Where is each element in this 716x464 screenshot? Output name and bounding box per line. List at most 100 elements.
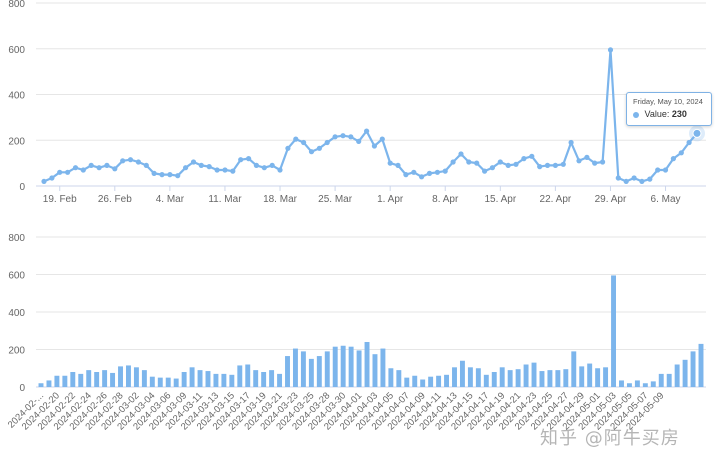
bar (46, 380, 52, 387)
bar (364, 342, 370, 387)
data-point (371, 143, 377, 149)
bar (491, 372, 497, 387)
data-point (544, 162, 551, 168)
bar (611, 275, 616, 387)
data-point (269, 162, 275, 168)
data-point (474, 160, 480, 166)
y-tick-label: 0 (19, 383, 25, 394)
data-point (80, 167, 86, 173)
bar (587, 363, 593, 387)
bar (658, 373, 664, 388)
bar (412, 375, 418, 387)
bar (682, 359, 688, 387)
bar (205, 371, 211, 387)
bar (634, 380, 640, 387)
bar (690, 351, 696, 388)
data-point (135, 159, 141, 165)
bar (173, 378, 179, 387)
x-tick-label: 22. Apr (540, 194, 572, 205)
data-point (120, 158, 126, 164)
bar (213, 373, 219, 388)
bar (547, 370, 553, 388)
bar (110, 372, 116, 387)
data-point (584, 154, 590, 160)
x-tick-label: 11. Mar (208, 194, 242, 205)
data-point (552, 162, 559, 168)
data-point (655, 167, 661, 173)
bar (54, 375, 60, 387)
bar (229, 374, 235, 387)
bar (603, 367, 609, 387)
data-point (678, 150, 684, 156)
data-point (167, 172, 173, 178)
bar (102, 370, 108, 388)
x-tick-label: 19. Feb (43, 194, 77, 205)
data-point (686, 139, 692, 146)
y-tick-label: 800 (8, 233, 25, 244)
data-point (395, 162, 401, 168)
bar (642, 383, 648, 387)
data-point (419, 174, 425, 180)
data-point (246, 156, 252, 162)
bar (221, 373, 227, 388)
bar (666, 373, 672, 388)
data-point (49, 175, 55, 181)
bar (118, 366, 123, 388)
x-tick-label: 1. Apr (377, 194, 404, 205)
bar (380, 348, 386, 387)
data-point (190, 159, 197, 165)
bar (332, 346, 338, 387)
data-point (222, 167, 228, 173)
data-point (324, 139, 330, 146)
data-point (364, 128, 370, 134)
data-point (560, 161, 566, 167)
data-point (662, 167, 669, 173)
data-point (403, 172, 409, 178)
data-point (183, 165, 189, 171)
y-tick-label: 400 (8, 308, 25, 319)
data-point (356, 138, 362, 144)
data-point (592, 160, 598, 166)
bar (237, 365, 243, 387)
tooltip-value: 230 (671, 109, 687, 119)
bar (444, 374, 450, 387)
bar (292, 348, 298, 387)
data-point (65, 169, 71, 175)
bar (563, 369, 569, 387)
bar (181, 372, 187, 387)
data-point (600, 159, 606, 165)
bar (420, 379, 426, 387)
bar (531, 362, 537, 388)
bar (70, 372, 76, 387)
data-point (151, 170, 157, 176)
bar (316, 356, 322, 387)
data-point (261, 165, 267, 171)
data-point (206, 164, 212, 170)
bar (698, 343, 704, 388)
bar (141, 370, 147, 388)
bar (650, 381, 656, 388)
data-point (442, 168, 448, 174)
data-point (497, 159, 503, 165)
bar (452, 367, 457, 387)
data-point (426, 170, 433, 176)
data-point (127, 157, 134, 163)
data-point (529, 153, 535, 159)
data-point (112, 166, 118, 172)
data-point (458, 151, 464, 157)
data-point (670, 156, 677, 162)
y-tick-label: 800 (8, 0, 25, 10)
bar (459, 360, 465, 387)
bar (269, 370, 275, 388)
y-tick-label: 0 (19, 182, 25, 193)
bar (348, 346, 354, 387)
data-point (411, 169, 417, 175)
data-point (450, 159, 456, 165)
bar (197, 370, 203, 388)
data-point (505, 162, 511, 168)
tooltip: Friday, May 10, 2024 Value: 230 (626, 92, 712, 126)
bar (356, 350, 362, 387)
data-point (647, 176, 653, 182)
data-point (72, 165, 79, 171)
bar (372, 354, 378, 387)
